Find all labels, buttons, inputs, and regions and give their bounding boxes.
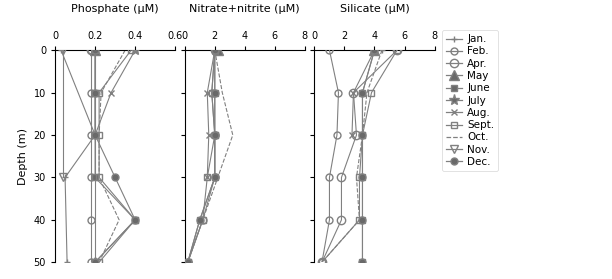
Title: Silicate (μM): Silicate (μM) [340, 4, 409, 14]
Legend: Jan., Feb., Apr., May, June, July, Aug., Sept., Oct., Nov., Dec.: Jan., Feb., Apr., May, June, July, Aug.,… [442, 30, 498, 171]
Title: Phosphate (μM): Phosphate (μM) [72, 4, 159, 14]
Title: Nitrate+nitrite (μM): Nitrate+nitrite (μM) [190, 4, 300, 14]
Y-axis label: Depth (m): Depth (m) [18, 128, 28, 185]
